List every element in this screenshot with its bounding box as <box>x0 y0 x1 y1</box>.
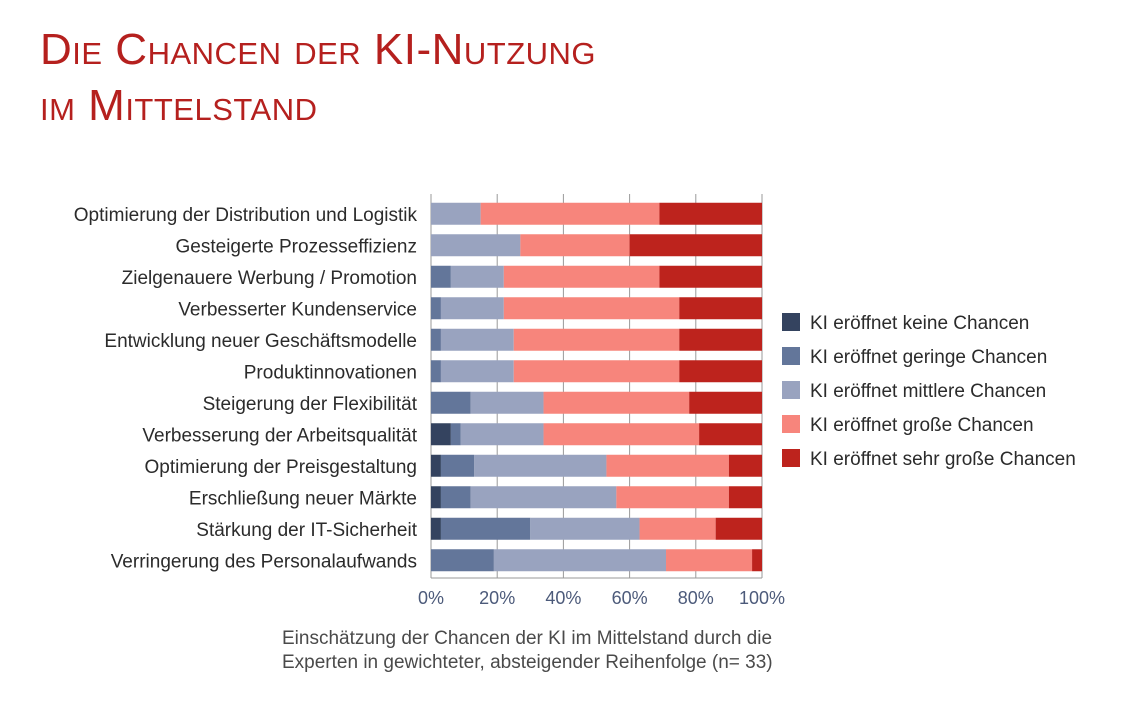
title-line-2: im Mittelstand <box>40 81 318 130</box>
title-line-1: Die Chancen der KI-Nutzung <box>40 25 597 74</box>
caption-line-2: Experten in gewichteter, absteigender Re… <box>282 652 773 673</box>
bar-2-series-4 <box>659 265 762 288</box>
category-label-0: Optimierung der Distribution und Logisti… <box>74 205 418 226</box>
bar-2-series-2 <box>450 265 504 288</box>
bar-5-series-1 <box>431 360 441 383</box>
category-label-10: Stärkung der IT-Sicherheit <box>196 520 417 541</box>
category-label-5: Produktinnovationen <box>244 362 417 383</box>
bar-10-series-2 <box>530 517 640 540</box>
category-label-6: Steigerung der Flexibilität <box>203 394 418 415</box>
legend-label-0: KI eröffnet keine Chancen <box>810 313 1029 334</box>
bar-8-series-0 <box>431 454 441 477</box>
bar-4-series-4 <box>679 328 762 351</box>
caption-line-1: Einschätzung der Chancen der KI im Mitte… <box>282 628 773 649</box>
bar-2-series-3 <box>503 265 660 288</box>
legend-label-4: KI eröffnet sehr große Chancen <box>810 449 1076 470</box>
chart-caption: Einschätzung der Chancen der KI im Mitte… <box>282 627 773 675</box>
bar-11-series-1 <box>431 549 494 572</box>
bar-0-series-4 <box>659 202 762 225</box>
bar-6-series-2 <box>470 391 544 414</box>
bar-0-series-2 <box>431 202 481 225</box>
x-tick-label-4: 80% <box>678 588 714 608</box>
category-label-9: Erschließung neuer Märkte <box>189 488 417 509</box>
category-label-8: Optimierung der Preisgestaltung <box>145 457 417 478</box>
category-label-2: Zielgenauere Werbung / Promotion <box>122 268 417 289</box>
x-tick-label-1: 20% <box>479 588 515 608</box>
bar-9-series-1 <box>440 486 471 509</box>
bar-7-series-4 <box>699 423 762 446</box>
bar-3-series-4 <box>679 297 762 320</box>
bar-5-series-2 <box>440 360 514 383</box>
bar-7-series-3 <box>543 423 700 446</box>
bar-7-series-1 <box>450 423 461 446</box>
bar-4-series-2 <box>440 328 514 351</box>
bar-5-series-4 <box>679 360 762 383</box>
bar-9-series-4 <box>728 486 762 509</box>
legend-swatch-2 <box>782 381 800 399</box>
bar-4-series-3 <box>513 328 680 351</box>
bar-9-series-0 <box>431 486 441 509</box>
bar-3-series-3 <box>503 297 680 320</box>
legend-label-2: KI eröffnet mittlere Chancen <box>810 381 1046 402</box>
category-label-3: Verbesserter Kundenservice <box>178 299 417 320</box>
bar-6-series-4 <box>689 391 762 414</box>
legend-swatch-1 <box>782 347 800 365</box>
bar-8-series-3 <box>606 454 729 477</box>
x-tick-label-0: 0% <box>418 588 444 608</box>
bar-8-series-4 <box>728 454 762 477</box>
bar-1-series-4 <box>629 234 762 257</box>
bar-8-series-2 <box>474 454 607 477</box>
bar-3-series-2 <box>440 297 504 320</box>
legend-swatch-0 <box>782 313 800 331</box>
category-label-11: Verringerung des Personalaufwands <box>111 551 417 572</box>
category-label-4: Entwicklung neuer Geschäftsmodelle <box>104 331 417 352</box>
x-tick-label-3: 60% <box>612 588 648 608</box>
bar-10-series-4 <box>715 517 762 540</box>
bar-11-series-3 <box>666 549 753 572</box>
bar-11-series-2 <box>493 549 667 572</box>
legend-label-1: KI eröffnet geringe Chancen <box>810 347 1047 368</box>
x-tick-label-5: 100% <box>739 588 785 608</box>
bar-3-series-1 <box>431 297 441 320</box>
legend-label-3: KI eröffnet große Chancen <box>810 415 1034 436</box>
bar-6-series-1 <box>431 391 471 414</box>
bar-8-series-1 <box>440 454 475 477</box>
bar-4-series-1 <box>431 328 441 351</box>
bar-6-series-3 <box>543 391 690 414</box>
bar-10-series-1 <box>440 517 531 540</box>
bar-7-series-2 <box>460 423 544 446</box>
bar-5-series-3 <box>513 360 680 383</box>
category-label-1: Gesteigerte Prozesseffizienz <box>176 236 418 257</box>
legend-swatch-3 <box>782 415 800 433</box>
bar-10-series-3 <box>639 517 716 540</box>
bar-11-series-4 <box>752 549 762 572</box>
x-tick-label-2: 40% <box>545 588 581 608</box>
bar-9-series-3 <box>616 486 729 509</box>
bar-0-series-3 <box>480 202 660 225</box>
bar-9-series-2 <box>470 486 617 509</box>
bar-1-series-2 <box>431 234 521 257</box>
bar-1-series-3 <box>520 234 630 257</box>
legend-swatch-4 <box>782 449 800 467</box>
category-label-7: Verbesserung der Arbeitsqualität <box>142 425 417 446</box>
bar-7-series-0 <box>431 423 451 446</box>
bar-10-series-0 <box>431 517 441 540</box>
bar-2-series-1 <box>431 265 451 288</box>
page-title: Die Chancen der KI-Nutzung im Mittelstan… <box>40 22 596 134</box>
